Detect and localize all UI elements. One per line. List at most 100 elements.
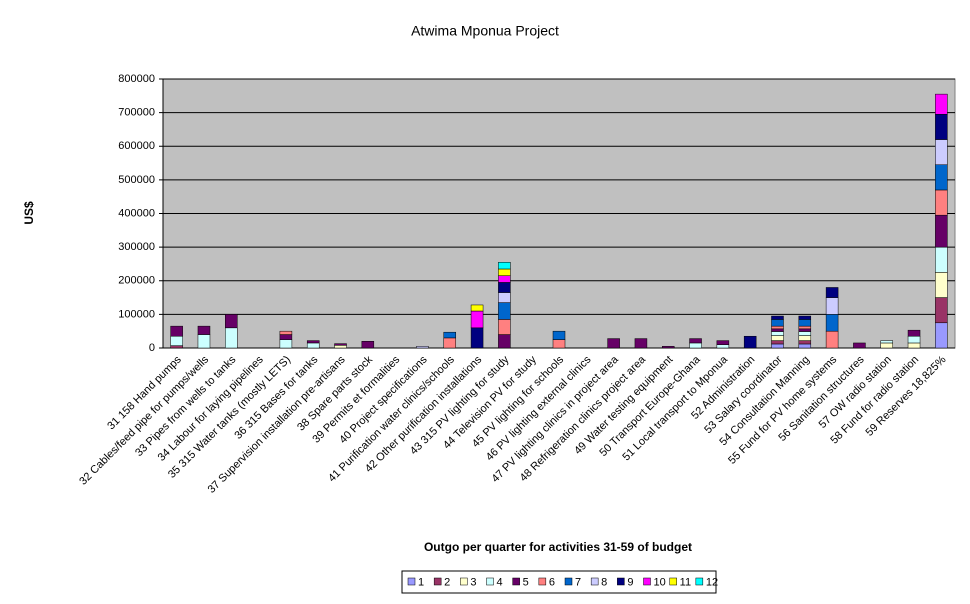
legend-label: 10 bbox=[654, 576, 666, 588]
bar-segment bbox=[798, 319, 812, 327]
bar-segment bbox=[416, 346, 429, 349]
legend-swatch bbox=[460, 577, 468, 586]
bar-segment bbox=[443, 331, 457, 339]
legend-swatch bbox=[643, 577, 651, 586]
bar-segment bbox=[661, 346, 675, 349]
legend-swatch bbox=[538, 577, 547, 586]
legend-label: 5 bbox=[523, 576, 529, 588]
legend-swatch bbox=[512, 577, 520, 586]
bar-segment bbox=[361, 341, 375, 349]
legend-label: 7 bbox=[575, 576, 581, 588]
bar-segment bbox=[743, 335, 757, 349]
bar-segment bbox=[334, 343, 347, 346]
bar-segment bbox=[935, 272, 948, 298]
chart-title: Atwima Mponua Project bbox=[411, 23, 559, 39]
bar-segment bbox=[279, 339, 293, 349]
legend-swatch bbox=[617, 577, 625, 586]
bar-segment bbox=[689, 342, 702, 349]
legend-label: 4 bbox=[497, 576, 503, 588]
bar-segment bbox=[907, 329, 921, 337]
y-tick-label: 300000 bbox=[118, 241, 155, 253]
bar-segment bbox=[771, 328, 784, 332]
legend-label: 12 bbox=[706, 576, 718, 588]
bar-segment bbox=[634, 338, 648, 349]
bar-segment bbox=[825, 287, 839, 298]
y-tick-label: 0 bbox=[149, 342, 155, 354]
bar-segment bbox=[771, 315, 784, 320]
bar-segment bbox=[935, 322, 948, 349]
bar-segment bbox=[197, 334, 211, 349]
bar-segment bbox=[279, 334, 293, 340]
bar-segment bbox=[225, 327, 238, 349]
bar-segment bbox=[798, 331, 812, 336]
bar-segment bbox=[935, 246, 948, 273]
bar-segment bbox=[306, 340, 320, 344]
legend-label: 9 bbox=[627, 576, 633, 588]
y-tick-label: 600000 bbox=[118, 140, 155, 152]
bar-segment bbox=[798, 340, 812, 345]
bar-segment bbox=[935, 139, 948, 165]
legend-label: 3 bbox=[470, 576, 476, 588]
bar-segment bbox=[279, 330, 293, 335]
bar-segment bbox=[197, 325, 211, 335]
bar-segment bbox=[306, 342, 320, 349]
legend-box bbox=[401, 570, 717, 594]
bar-segment bbox=[470, 310, 484, 329]
bar-segment bbox=[798, 335, 812, 341]
bar-segment bbox=[170, 335, 183, 346]
bar-segment bbox=[935, 114, 948, 140]
legend-swatch bbox=[433, 577, 442, 586]
bar-segment bbox=[935, 164, 948, 191]
bar-segment bbox=[825, 297, 839, 315]
bar-segment bbox=[498, 275, 511, 283]
y-axis-label: US$ bbox=[22, 201, 36, 225]
bar-segment bbox=[498, 319, 511, 335]
bar-segment bbox=[935, 93, 948, 115]
bar-segment bbox=[498, 292, 511, 303]
bar-segment bbox=[798, 343, 812, 349]
bar-segment bbox=[935, 189, 948, 216]
bar-segment bbox=[498, 282, 511, 293]
bar-segment bbox=[470, 304, 484, 312]
legend-swatch bbox=[669, 577, 677, 586]
y-tick-label: 200000 bbox=[118, 275, 155, 287]
bar-segment bbox=[798, 328, 812, 332]
legend-label: 6 bbox=[549, 576, 555, 588]
bar-segment bbox=[334, 345, 347, 349]
legend-label: 2 bbox=[444, 576, 450, 588]
bar-segment bbox=[880, 342, 893, 349]
bar-segment bbox=[225, 314, 238, 329]
y-tick-label: 800000 bbox=[118, 73, 155, 85]
y-tick-label: 400000 bbox=[118, 207, 155, 219]
bar-segment bbox=[771, 340, 784, 345]
y-tick-label: 700000 bbox=[118, 107, 155, 119]
bar-segment bbox=[771, 343, 784, 349]
bar-segment bbox=[716, 340, 730, 345]
legend-swatch bbox=[407, 577, 416, 586]
bar-segment bbox=[825, 314, 839, 332]
bar-segment bbox=[716, 344, 730, 349]
legend-label: 1 bbox=[418, 576, 424, 588]
bar-segment bbox=[771, 325, 784, 330]
bar-segment bbox=[853, 342, 866, 349]
bar-segment bbox=[443, 337, 457, 349]
bar-segment bbox=[825, 330, 839, 349]
legend-swatch bbox=[590, 577, 599, 586]
bar-segment bbox=[935, 214, 948, 248]
legend-swatch bbox=[486, 577, 494, 586]
bar-segment bbox=[607, 338, 620, 349]
bar-segment bbox=[170, 325, 183, 337]
bar-segment bbox=[771, 319, 784, 327]
bar-segment bbox=[798, 325, 812, 330]
bar-segment bbox=[907, 342, 921, 349]
bar-segment bbox=[552, 339, 566, 349]
bar-segment bbox=[907, 335, 921, 344]
legend-swatch bbox=[695, 577, 704, 586]
bar-segment bbox=[470, 327, 484, 349]
bar-segment bbox=[771, 331, 784, 336]
bar-segment bbox=[798, 315, 812, 320]
bar-segment bbox=[498, 302, 511, 320]
bar-segment bbox=[498, 268, 511, 276]
y-tick-label: 100000 bbox=[118, 308, 155, 320]
